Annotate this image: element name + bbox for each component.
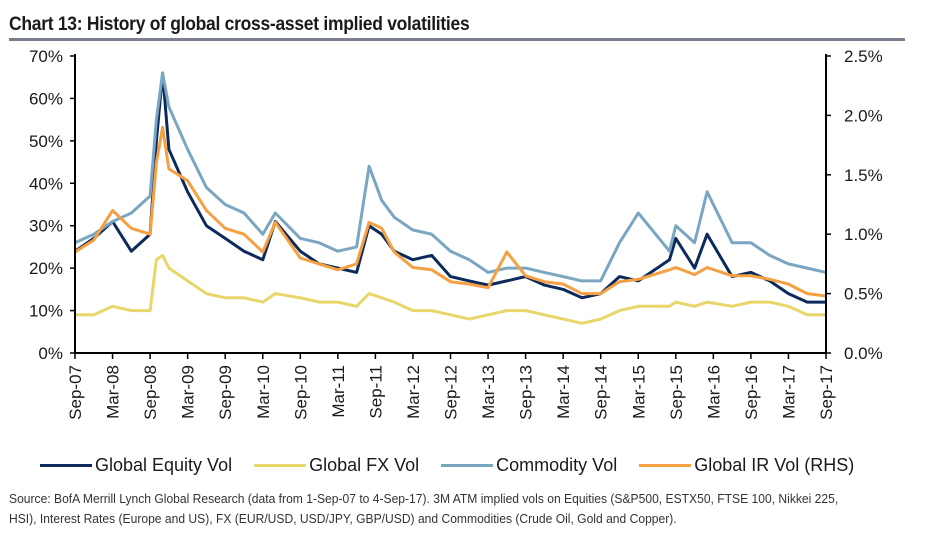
y-right-tick-label: 1.0% — [844, 225, 883, 244]
chart-title: Chart 13: History of global cross-asset … — [9, 14, 470, 35]
y-left-tick-label: 30% — [29, 217, 63, 236]
y-left-tick-label: 50% — [29, 132, 63, 151]
x-tick-label: Mar-14 — [554, 365, 573, 419]
x-tick-label: Mar-16 — [704, 365, 723, 419]
x-tick-label: Sep-10 — [291, 365, 310, 420]
source-note: Source: BofA Merrill Lynch Global Resear… — [9, 491, 839, 526]
x-tick-label: Sep-14 — [592, 365, 611, 420]
series-line-1 — [75, 253, 826, 325]
legend-label-equity: Global Equity Vol — [95, 455, 233, 475]
x-tick-label: Sep-16 — [742, 365, 761, 420]
x-tick-label: Sep-11 — [366, 365, 385, 419]
x-tick-label: Mar-11 — [329, 365, 348, 418]
y-left-tick-label: 70% — [29, 47, 63, 66]
series-line-3 — [74, 125, 827, 298]
legend-item-fx: Global FX Vol — [254, 455, 419, 476]
y-right-tick-label: 2.0% — [844, 106, 883, 125]
legend: Global Equity Vol Global FX Vol Commodit… — [40, 455, 854, 476]
x-tick-label: Mar-09 — [179, 365, 198, 419]
y-right-tick-label: 0.5% — [844, 285, 883, 304]
x-tick-label: Sep-12 — [442, 365, 461, 420]
x-tick-label: Mar-12 — [404, 365, 423, 419]
y-left-tick-label: 20% — [29, 259, 63, 278]
legend-item-commodity: Commodity Vol — [441, 455, 617, 476]
legend-label-ir: Global IR Vol (RHS) — [694, 455, 855, 475]
y-left-tick-label: 10% — [29, 302, 63, 321]
y-right-tick-label: 1.5% — [844, 166, 883, 185]
legend-swatch-commodity — [441, 464, 494, 467]
legend-swatch-ir — [639, 464, 692, 467]
x-tick-label: Mar-15 — [629, 365, 648, 419]
x-tick-label: Sep-09 — [216, 365, 235, 420]
title-rule — [9, 38, 905, 41]
legend-label-fx: Global FX Vol — [309, 455, 420, 475]
y-right-tick-label: 2.5% — [844, 47, 883, 66]
y-left-tick-label: 40% — [29, 174, 63, 193]
x-tick-label: Mar-10 — [254, 365, 273, 419]
legend-item-ir: Global IR Vol (RHS) — [639, 455, 854, 476]
x-tick-label: Sep-08 — [141, 365, 160, 420]
legend-item-equity: Global Equity Vol — [40, 455, 232, 476]
legend-swatch-equity — [40, 464, 92, 467]
x-tick-label: Sep-15 — [667, 365, 686, 420]
y-left-tick-label: 0% — [38, 344, 63, 363]
legend-label-commodity: Commodity Vol — [496, 455, 618, 475]
x-tick-label: Sep-13 — [517, 365, 536, 420]
series-line-2 — [74, 71, 827, 283]
y-left-tick-label: 60% — [29, 89, 63, 108]
x-tick-label: Mar-13 — [479, 365, 498, 419]
x-tick-label: Mar-17 — [779, 365, 798, 419]
x-tick-label: Sep-07 — [66, 365, 85, 420]
y-right-tick-label: 0.0% — [844, 344, 883, 363]
series-line-0 — [74, 71, 826, 304]
x-tick-label: Mar-08 — [104, 365, 123, 419]
x-tick-label: Sep-17 — [817, 365, 836, 420]
chart-svg: 0% 10% 20% 30% 40% 50% 60% 70% 0.0% 0.5% 1.0% 1.5% 2… — [29, 47, 883, 420]
legend-swatch-fx — [254, 464, 307, 467]
